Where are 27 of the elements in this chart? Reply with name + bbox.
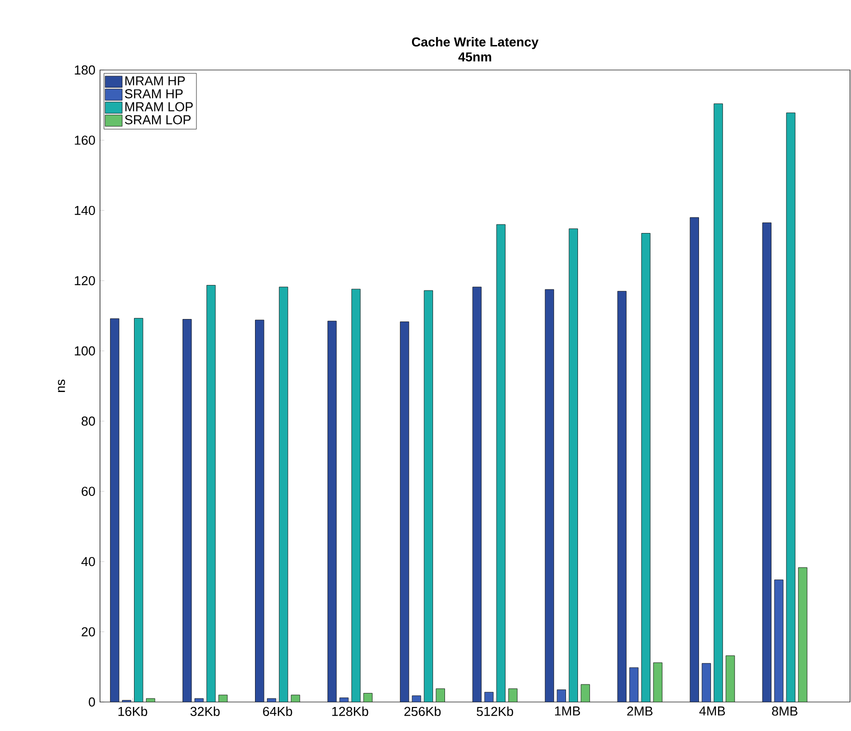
legend-label: SRAM HP: [124, 89, 183, 98]
y-tick-label: 20: [82, 627, 95, 636]
x-tick-label: 16Kb: [118, 706, 148, 716]
y-tick-label: 120: [74, 276, 95, 286]
legend-label: MRAM LOP: [125, 102, 193, 112]
x-tick-label: 1MB: [555, 706, 580, 716]
y-tick-label: 60: [82, 486, 95, 496]
chart-title: Cache Write Latency: [412, 37, 539, 50]
legend-label: SRAM LOP: [124, 115, 191, 124]
y-tick-label: 80: [82, 416, 95, 426]
x-tick-label: 8MB: [772, 706, 798, 716]
x-tick-label: 4MB: [699, 706, 725, 716]
y-tick-label: 180: [74, 65, 95, 75]
y-tick-label: 0: [88, 697, 95, 707]
y-tick-label: 140: [74, 206, 95, 216]
x-tick-label: 64Kb: [263, 706, 292, 716]
x-tick-label: 2MB: [627, 706, 652, 716]
legend-label: MRAM HP: [125, 76, 185, 86]
y-tick-label: 100: [74, 346, 95, 356]
y-tick-label: 40: [81, 556, 95, 566]
chart-subtitle: 45nm: [458, 52, 492, 62]
x-tick-label: 512Kb: [476, 706, 514, 716]
y-axis-title: ns: [58, 380, 66, 392]
y-tick-label: 160: [74, 136, 95, 145]
x-tick-label: 128Kb: [332, 706, 368, 716]
x-tick-label: 256Kb: [404, 706, 441, 716]
x-tick-label: 32Kb: [190, 706, 220, 716]
